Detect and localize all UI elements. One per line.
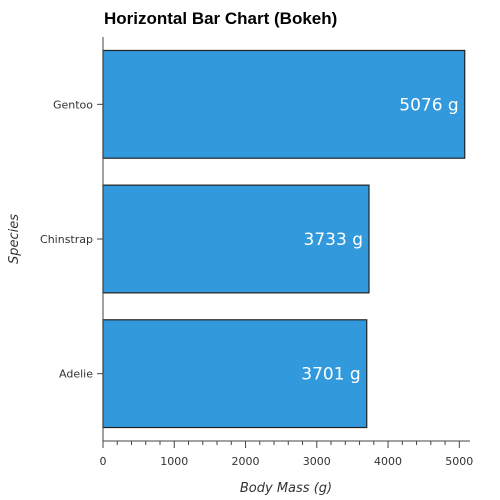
data-label-chinstrap: 3733 g bbox=[304, 230, 363, 250]
plot-area: 5076 g 3733 g 3701 g bbox=[102, 49, 466, 429]
bar-adelie bbox=[102, 319, 368, 429]
y-axis-label: Species bbox=[7, 214, 22, 264]
y-tick-label-adelie: Adelie bbox=[59, 368, 93, 381]
bar-chinstrap bbox=[102, 184, 370, 294]
data-label-gentoo: 5076 g bbox=[399, 95, 458, 115]
x-axis-label: Body Mass (g) bbox=[240, 481, 332, 496]
x-tick-label-2000: 2000 bbox=[232, 455, 260, 468]
bar-gentoo bbox=[102, 49, 466, 159]
x-tick-label-5000: 5000 bbox=[445, 455, 473, 468]
x-tick-label-0: 0 bbox=[100, 455, 107, 468]
x-tick-label-3000: 3000 bbox=[303, 455, 331, 468]
y-tick-label-gentoo: Gentoo bbox=[53, 98, 93, 111]
x-tick-label-4000: 4000 bbox=[374, 455, 402, 468]
y-tick-label-chinstrap: Chinstrap bbox=[40, 233, 93, 246]
chart-title: Horizontal Bar Chart (Bokeh) bbox=[104, 9, 337, 28]
x-tick-label-1000: 1000 bbox=[160, 455, 188, 468]
data-label-adelie: 3701 g bbox=[301, 365, 360, 385]
y-axis-ticks: Gentoo Chinstrap Adelie bbox=[40, 98, 103, 381]
x-axis-ticks: 0 1000 2000 3000 4000 5000 bbox=[100, 441, 473, 468]
